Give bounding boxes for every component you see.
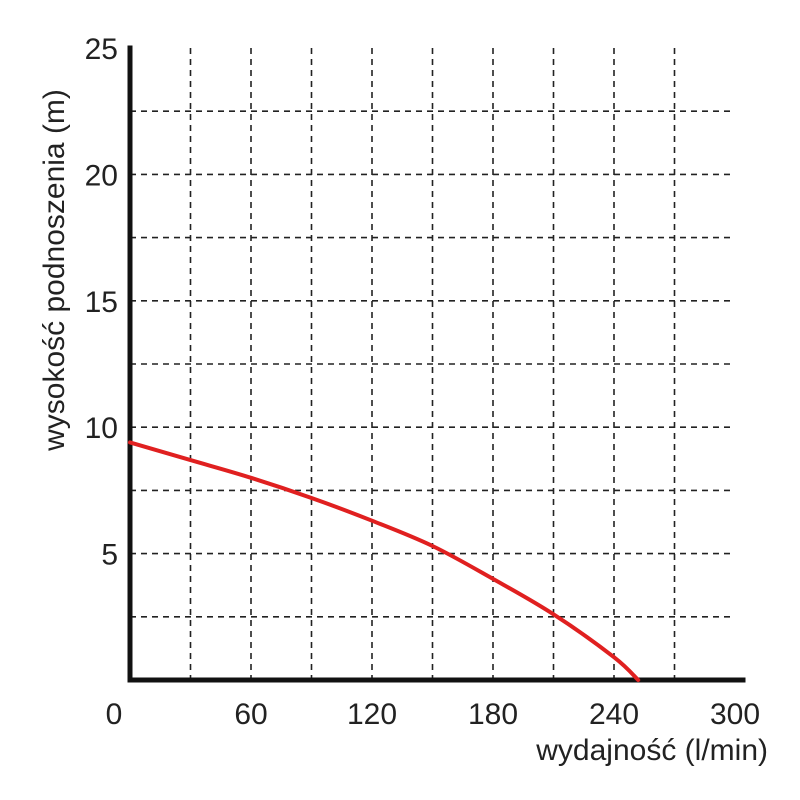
tick-labels: 0 60 120 180 240 300 5 10 15 20 25 — [85, 33, 760, 731]
y-tick-label: 10 — [85, 412, 118, 445]
grid — [130, 48, 735, 680]
x-tick-label: 120 — [347, 698, 397, 731]
x-tick-label: 0 — [106, 698, 123, 731]
y-tick-label: 5 — [101, 539, 118, 572]
performance-curve-line — [128, 440, 641, 682]
y-tick-label: 25 — [85, 33, 118, 66]
x-tick-label: 60 — [234, 698, 267, 731]
series-layer — [128, 440, 641, 682]
y-tick-label: 15 — [85, 286, 118, 319]
y-tick-label: 20 — [85, 159, 118, 192]
x-tick-label: 180 — [468, 698, 518, 731]
y-axis-title: wysokość podnoszenia (m) — [38, 89, 71, 452]
x-axis-title: wydajność (l/min) — [535, 734, 768, 767]
x-tick-label: 300 — [710, 698, 760, 731]
axes — [127, 45, 746, 683]
x-tick-label: 240 — [589, 698, 639, 731]
